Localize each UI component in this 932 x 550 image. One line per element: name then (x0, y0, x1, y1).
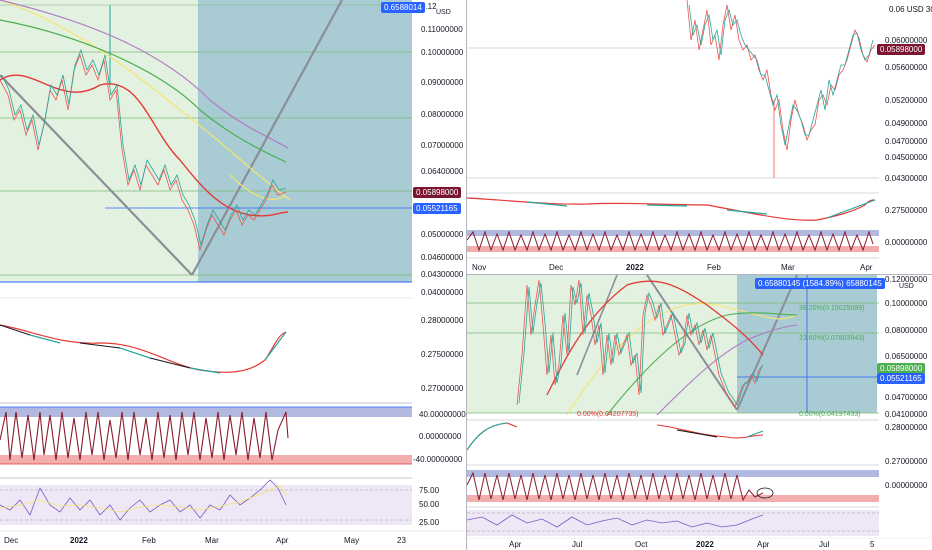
left-rsi-tick: 75.00 (419, 486, 440, 495)
left-price-tick: 0.08000000 (421, 110, 464, 119)
rt-price-tick: 0.04700000 (885, 137, 928, 146)
rb-price-tick: 0.06500000 (885, 352, 928, 361)
rb-price-tick: 0.10000000 (885, 299, 928, 308)
rt-price-tick: 0.04500000 (885, 153, 928, 162)
right-bottom-chart[interactable]: 0.65880145 (1584.89%) 65880145 38.20%(0.… (467, 275, 932, 550)
right-top-chart[interactable]: 0.06 USD 30 0.06000000 0.05600000 0.0520… (467, 0, 932, 274)
left-price-tick: 0.11000000 (421, 25, 463, 34)
rb-time-label: 2022 (696, 540, 714, 549)
rt-price-tick: 0.06000000 (885, 36, 928, 45)
left-time-label: 23 (397, 536, 406, 545)
rt-price-tick: 0.04900000 (885, 119, 928, 128)
left-time-label: Apr (276, 536, 289, 545)
rb-price-tick: 0.12000000 (885, 275, 928, 284)
rt-osc-tick: 0.27500000 (885, 206, 928, 215)
rt-time-label: Mar (781, 263, 795, 272)
right-top-chart-canvas[interactable] (467, 0, 932, 274)
rb-time-label: Oct (635, 540, 648, 549)
left-price-tick: 0.04000000 (421, 288, 464, 297)
rb-price-tick: 0.04100000 (885, 410, 928, 419)
price-tag-current[interactable]: 0.05898000 (413, 187, 462, 198)
rb-time-label: Apr (757, 540, 770, 549)
left-chart-canvas[interactable] (0, 0, 466, 550)
rb-time-label: Jul (572, 540, 583, 549)
rt-price-tick: 0.05600000 (885, 63, 928, 72)
left-currency-label: USD (436, 9, 451, 16)
fib-level-label: 0.00%(0.04197433) (799, 411, 861, 418)
right-bottom-chart-canvas[interactable] (467, 275, 932, 550)
rt-time-label: 2022 (626, 263, 644, 272)
left-osc1-tick: 0.28000000 (421, 316, 464, 325)
rb-time-label: Apr (509, 540, 522, 549)
left-time-label: Mar (205, 536, 219, 545)
rt-price-tick: 0.06 USD 30 (889, 5, 932, 14)
fib-level-label: 38.20%(0.10025089) (799, 305, 865, 312)
left-rsi-tick: 25.00 (419, 518, 440, 527)
left-price-tick: 0.12 (421, 2, 437, 11)
left-price-tick: 0.10000000 (421, 48, 464, 57)
rt-time-label: Apr (860, 263, 873, 272)
left-time-label: May (344, 536, 360, 545)
price-tag-top[interactable]: 0.6588014 (381, 2, 425, 13)
left-price-tick: 0.06400000 (421, 167, 464, 176)
pane-divider-vertical[interactable] (466, 0, 467, 550)
rb-osc2-tick: 0.00000000 (885, 481, 928, 490)
left-rsi-tick: 50.00 (419, 500, 440, 509)
measure-tag[interactable]: 0.65880145 (1584.89%) 65880145 (755, 278, 885, 289)
left-price-tick: 0.04600000 (421, 253, 464, 262)
left-osc2-tick: -40.00000000 (413, 455, 463, 464)
left-osc2-tick: 40.00000000 (419, 410, 466, 419)
rt-price-tick: 0.04300000 (885, 174, 928, 183)
price-tag-level[interactable]: 0.05521165 (877, 373, 925, 384)
left-osc2-tick: 0.00000000 (419, 432, 462, 441)
rt-osc-tick: 0.00000000 (885, 238, 928, 247)
left-price-tick: 0.05000000 (421, 230, 464, 239)
left-time-label: Dec (4, 536, 19, 545)
rb-time-label: Jul (819, 540, 830, 549)
fib-level-label: 23.60%(0.07803943) (799, 335, 865, 342)
left-price-tick: 0.07000000 (421, 141, 464, 150)
left-chart[interactable]: 0.12 USD 0.11000000 0.10000000 0.0900000… (0, 0, 466, 550)
rb-time-label: 5 (870, 540, 875, 549)
left-time-label: 2022 (70, 536, 88, 545)
left-price-tick: 0.09000000 (421, 78, 464, 87)
price-tag-current[interactable]: 0.05898000 (877, 363, 926, 374)
rb-currency-label: USD (899, 283, 914, 290)
rb-price-tick: 0.04700000 (885, 393, 928, 402)
rt-time-label: Nov (472, 263, 487, 272)
rt-time-label: Dec (549, 263, 564, 272)
pane-divider-horizontal[interactable] (467, 274, 932, 275)
rb-osc1-tick: 0.27000000 (885, 457, 928, 466)
rb-price-tick: 0.08000000 (885, 326, 928, 335)
rb-osc1-tick: 0.28000000 (885, 423, 928, 432)
price-tag-current[interactable]: 0.05898000 (877, 44, 926, 55)
rt-price-tick: 0.05200000 (885, 96, 928, 105)
fib-level-label: 0.00%(0.04207735) (577, 411, 639, 418)
left-price-tick: 0.04300000 (421, 270, 464, 279)
price-tag-level[interactable]: 0.05521165 (413, 203, 461, 214)
rt-time-label: Feb (707, 263, 721, 272)
left-osc1-tick: 0.27500000 (421, 350, 464, 359)
left-time-label: Feb (142, 536, 156, 545)
left-osc1-tick: 0.27000000 (421, 384, 464, 393)
